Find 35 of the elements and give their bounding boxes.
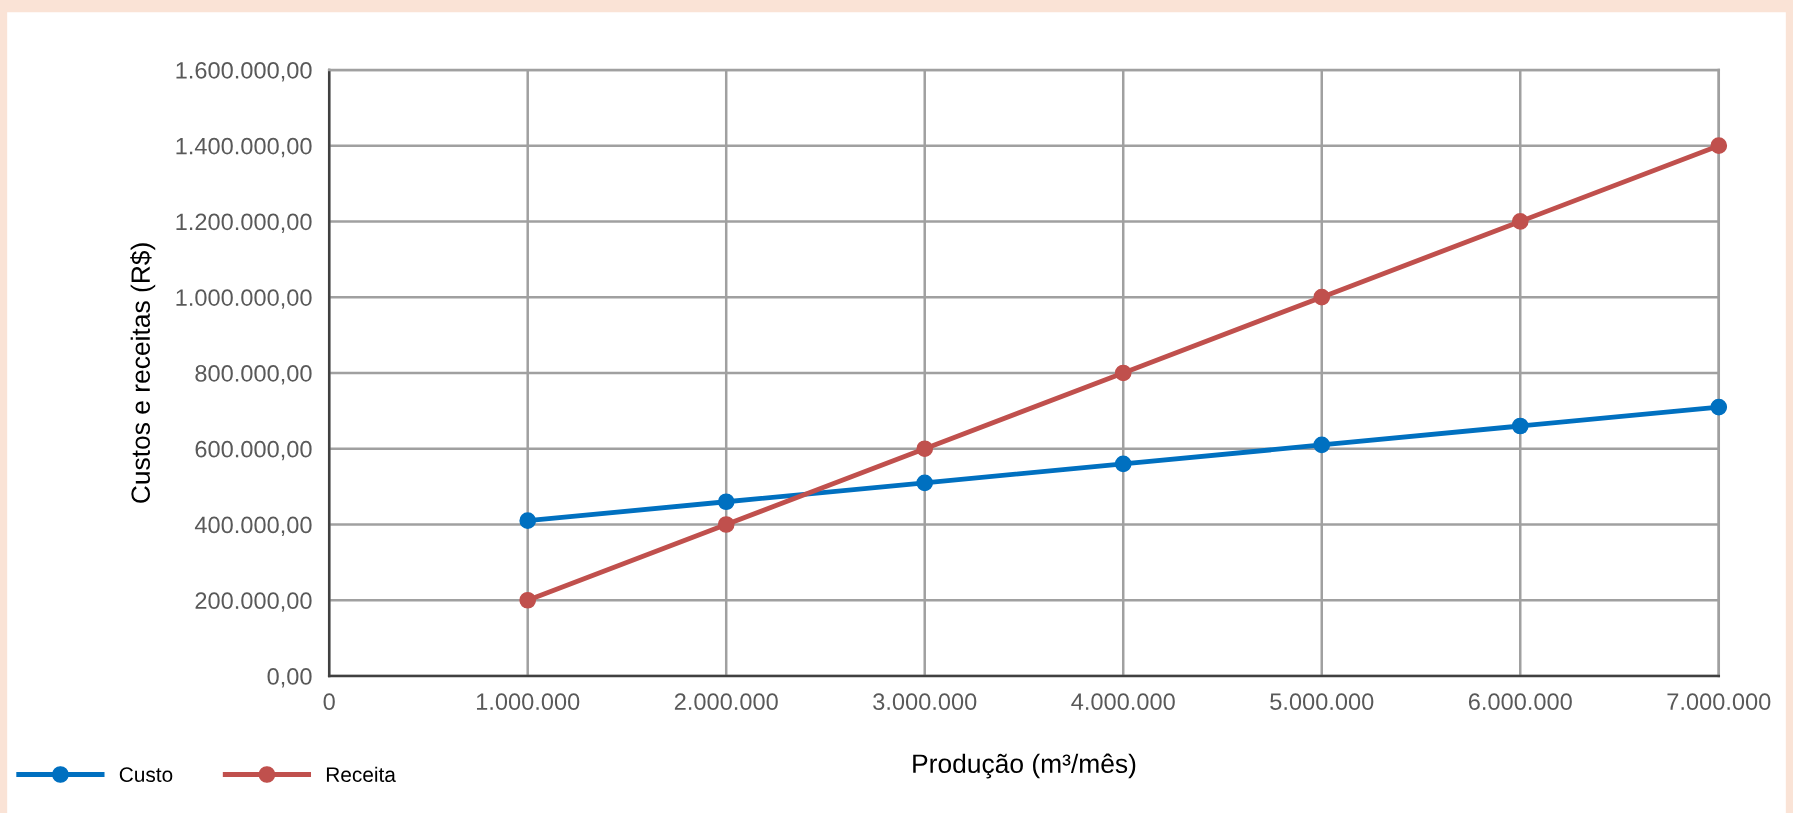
point <box>519 591 537 609</box>
legend-label: Receita <box>326 766 396 782</box>
x-axis-title: Produção (m³/mês) <box>913 753 1136 779</box>
point <box>1313 288 1331 306</box>
y-tick-label: 1.200.000,00 <box>176 213 312 234</box>
point <box>1710 398 1728 416</box>
y-tick-label: 1.600.000,00 <box>176 61 312 82</box>
legend-label: Custo <box>119 767 173 782</box>
x-tick-label: 1.000.000 <box>476 693 580 711</box>
y-tick-label: 1.400.000,00 <box>176 137 312 158</box>
point <box>916 474 934 492</box>
x-tick-label: 4.000.000 <box>1071 693 1175 711</box>
point <box>1511 417 1529 435</box>
y-tick-label: 1.000.000,00 <box>176 289 312 309</box>
point <box>1114 455 1132 473</box>
x-tick-label: 5.000.000 <box>1270 693 1374 711</box>
y-tick-label: 600.000,00 <box>195 440 312 461</box>
point <box>1114 364 1132 382</box>
point <box>717 516 735 533</box>
y-axis-title: Custos e receitas (R$) <box>130 243 156 503</box>
point <box>1313 436 1331 454</box>
point <box>1710 137 1728 155</box>
x-tick-label: 3.000.000 <box>873 693 977 711</box>
point <box>717 493 735 511</box>
y-tick-label: 0,00 <box>267 668 312 688</box>
y-tick-label: 800.000,00 <box>195 365 312 385</box>
x-tick-label: 7.000.000 <box>1667 693 1771 711</box>
y-tick-label: 400.000,00 <box>194 516 312 537</box>
x-tick-label: 0 <box>323 693 335 711</box>
x-tick-label: 6.000.000 <box>1468 693 1572 711</box>
point <box>916 440 934 458</box>
x-tick-label: 2.000.000 <box>674 693 778 711</box>
point <box>1511 213 1529 230</box>
point <box>519 512 537 530</box>
y-tick-label: 200.000,00 <box>195 592 312 612</box>
